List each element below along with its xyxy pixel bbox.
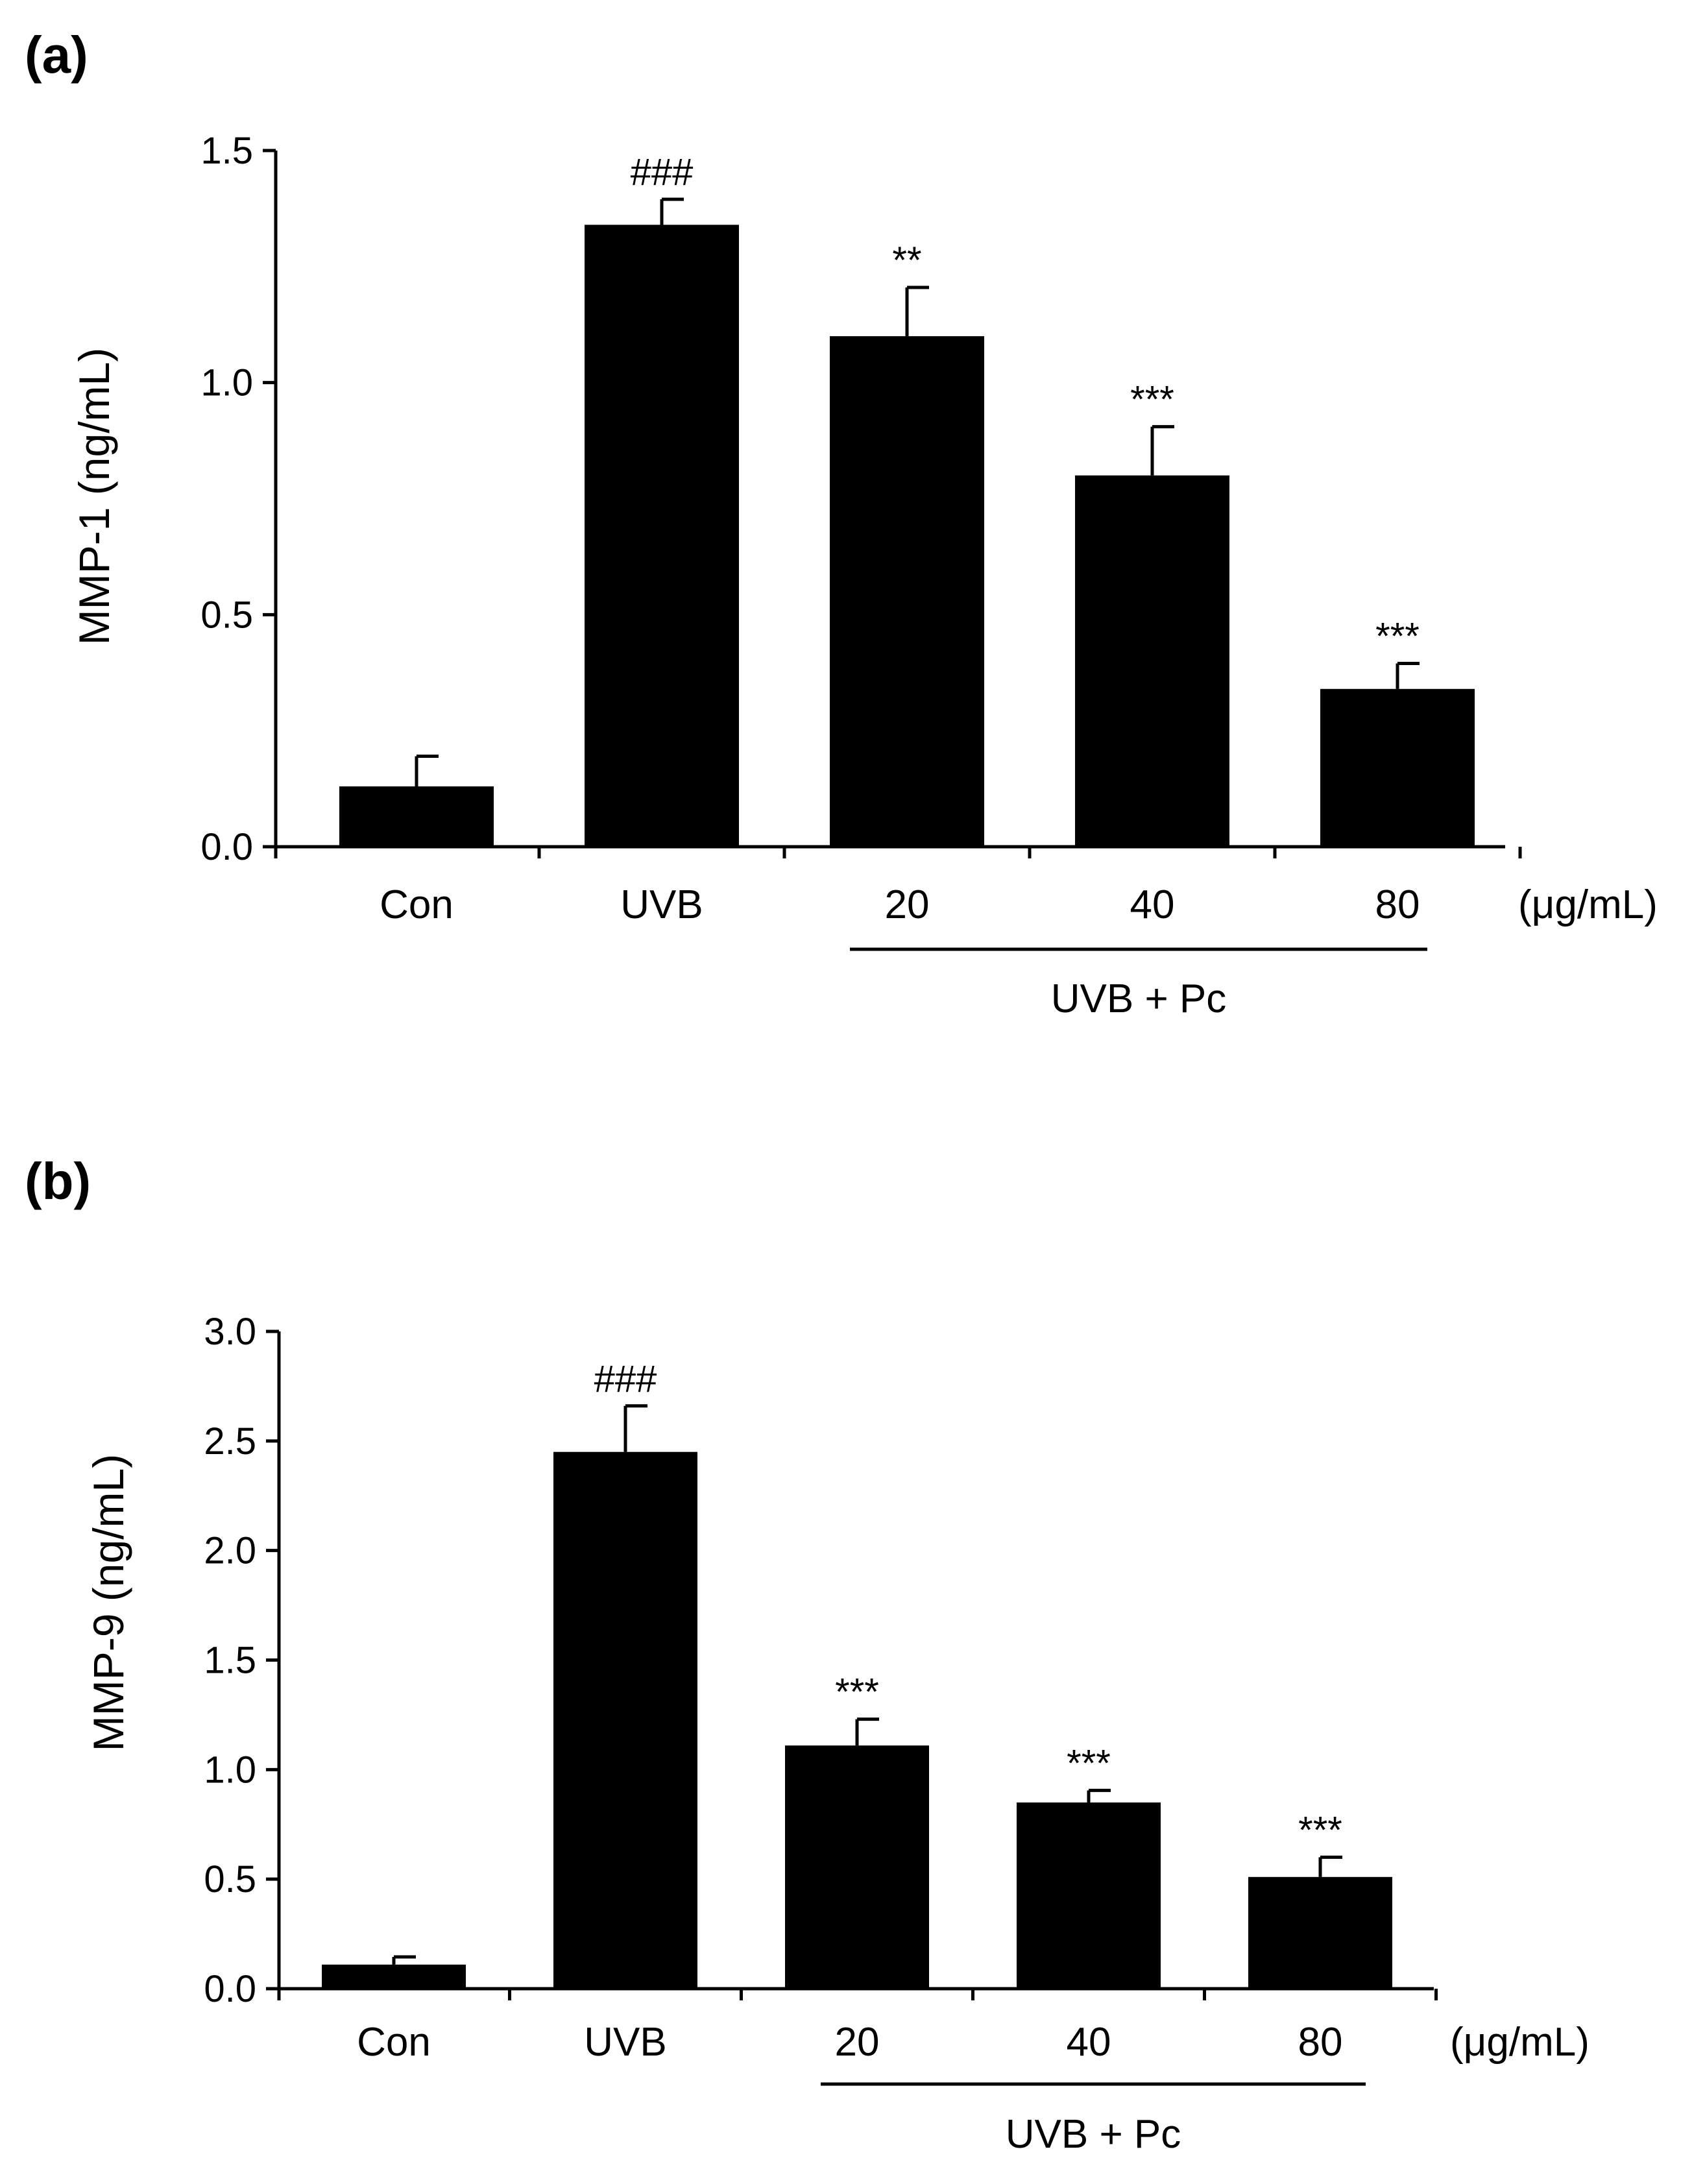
panel-b-y-tick-label: 1.5 [204, 1640, 256, 1682]
panel-a-x-tick-label: UVB [620, 882, 703, 927]
panel-a-significance-label: ### [631, 151, 694, 193]
panel-a-significance-label: *** [1130, 379, 1174, 421]
panel-b-x-unit-label: (μg/mL) [1450, 2020, 1590, 2065]
panel-a-y-tick-label: 0.0 [200, 826, 253, 868]
panel-a-y-tick-label: 1.5 [200, 130, 253, 172]
panel-b-bar-con [322, 1964, 466, 1989]
panel-b-significance-label: *** [1067, 1742, 1111, 1784]
panel-b-x-tick-label: 80 [1298, 2020, 1343, 2065]
panel-b-x-tick-label: 40 [1067, 2020, 1111, 2065]
panel-a-chart: (a) MMP-1 (ng/mL) 0.0 0.5 1.0 1.5 Con ### UVB *… [25, 26, 1658, 1021]
panel-a-label: (a) [25, 26, 88, 84]
panel-a-x-tick-label: 20 [885, 882, 930, 927]
panel-b-y-tick-label: 3.0 [204, 1311, 256, 1353]
panel-a-significance-label: *** [1375, 615, 1420, 657]
panel-b-y-tick-label: 0.0 [204, 1968, 256, 2010]
panel-b-y-tick-label: 0.5 [204, 1858, 256, 1900]
panel-b-bar-20 [785, 1745, 929, 1989]
panel-b-significance-label: *** [835, 1671, 879, 1714]
panel-b-x-tick-label: Con [357, 2020, 431, 2065]
panel-b-chart: (b) MMP-9 (ng/mL) 0.0 0.5 1.0 1.5 2.0 2.5 3.0 C… [25, 1152, 1590, 2157]
panel-a-bar-20 [830, 336, 984, 847]
panel-a-y-tick-label: 1.0 [200, 362, 253, 404]
panel-a-bar-40 [1075, 475, 1229, 847]
panel-a-group-label: UVB + Pc [1051, 977, 1227, 1021]
panel-a-x-tick-label: Con [380, 882, 453, 927]
panel-a-y-tick-label: 0.5 [200, 594, 253, 636]
panel-a-bar-80 [1320, 688, 1475, 847]
panel-b-label: (b) [25, 1152, 91, 1210]
panel-b-significance-label: ### [594, 1358, 657, 1400]
panel-a-y-axis-label: MMP-1 (ng/mL) [70, 348, 118, 645]
panel-a-x-tick-label: 80 [1375, 882, 1420, 927]
panel-b-y-tick-label: 2.5 [204, 1420, 256, 1462]
panel-b-y-axis-label: MMP-9 (ng/mL) [84, 1454, 132, 1751]
panel-a-significance-label: ** [892, 239, 921, 282]
panel-b-x-tick-label: 20 [835, 2020, 880, 2065]
panel-a-bar-uvb [585, 224, 739, 847]
panel-b-bar-uvb [553, 1451, 697, 1989]
panel-b-bar-80 [1248, 1876, 1392, 1989]
panel-b-y-tick-label: 2.0 [204, 1530, 256, 1572]
panel-b-bar-40 [1017, 1802, 1161, 1989]
panel-b-y-tick-label: 1.0 [204, 1749, 256, 1791]
panel-a-x-unit-label: (μg/mL) [1518, 882, 1658, 927]
panel-b-group-label: UVB + Pc [1006, 2112, 1181, 2157]
panel-a-x-tick-label: 40 [1130, 882, 1175, 927]
panel-a-bar-con [339, 786, 494, 847]
panel-b-significance-label: *** [1298, 1809, 1342, 1851]
panel-b-x-tick-label: UVB [584, 2020, 666, 2065]
